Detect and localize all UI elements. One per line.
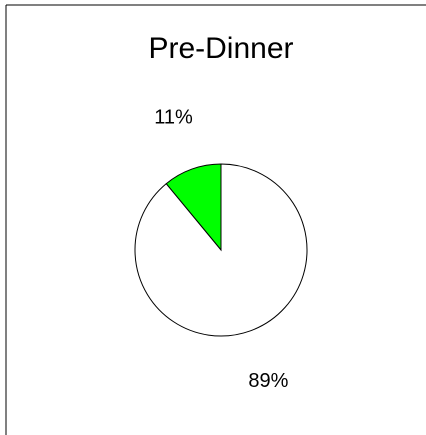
data-label: 11% (154, 107, 193, 129)
pie-slice (134, 163, 308, 337)
chart-title: Pre-Dinner (148, 32, 293, 65)
data-label: 89% (248, 370, 288, 392)
